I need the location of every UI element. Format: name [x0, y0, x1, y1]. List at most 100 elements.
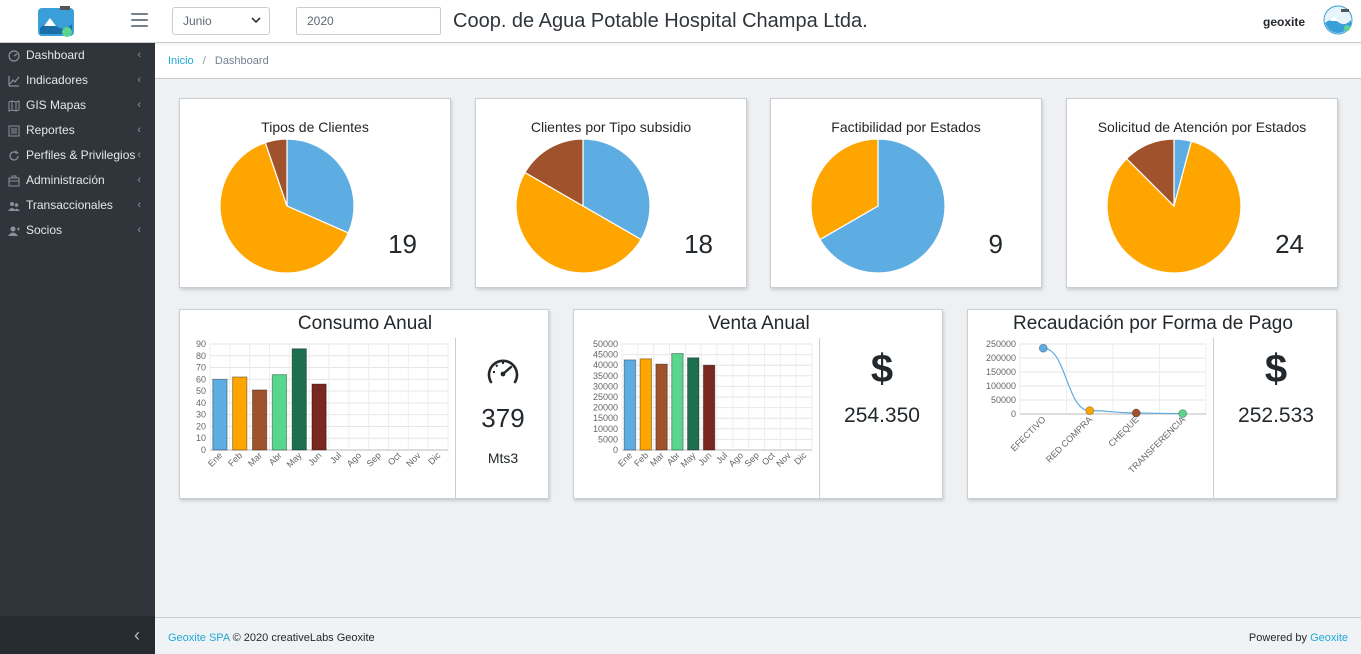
year-input[interactable] — [296, 7, 441, 35]
x-tick-label: Sep — [743, 450, 761, 468]
chevron-left-icon: ‹ — [137, 74, 141, 86]
y-tick-label: 100000 — [986, 381, 1016, 391]
users-icon — [8, 202, 20, 211]
y-tick-label: 50 — [196, 386, 206, 396]
bar[interactable] — [639, 358, 652, 451]
sidebar-item-label: Transaccionales — [26, 198, 113, 212]
footer-right: Powered by Geoxite — [1249, 632, 1348, 644]
y-tick-label: 10000 — [593, 424, 618, 434]
consumo-anual-card: Consumo Anual 0 10 20 30 40 50 60 70 80 90 Ene Feb M… — [179, 309, 549, 499]
user-name[interactable]: geoxite — [1262, 15, 1305, 29]
card-title: Tipos de Clientes — [261, 119, 369, 135]
bar[interactable] — [212, 378, 228, 451]
x-tick-label: Jun — [696, 450, 713, 467]
pie-slice[interactable] — [1125, 138, 1175, 208]
sidebar-item-reportes[interactable]: Reportes ‹ — [0, 118, 155, 143]
bar[interactable] — [655, 363, 668, 451]
sidebar-toggle-button[interactable] — [131, 13, 148, 27]
speedometer-icon — [8, 50, 20, 62]
pie-slice[interactable] — [819, 138, 946, 274]
pie-chart[interactable] — [217, 136, 357, 276]
list-icon — [8, 125, 20, 137]
pie-slice[interactable] — [264, 138, 288, 207]
data-point[interactable] — [1085, 406, 1095, 416]
pie-slice[interactable] — [810, 138, 879, 241]
refresh-icon — [9, 150, 19, 161]
y-tick-label: 50000 — [991, 395, 1016, 405]
data-point[interactable] — [1131, 408, 1141, 418]
breadcrumb-separator: / — [202, 55, 206, 67]
bar[interactable] — [251, 389, 268, 451]
x-tick-label: Feb — [226, 450, 244, 468]
pie-card-solicitud-atencion: Solicitud de Atención por Estados 24 — [1066, 98, 1338, 288]
sidebar-item-administracion[interactable]: Administración ‹ — [0, 168, 155, 193]
y-tick-label: 15000 — [593, 413, 618, 423]
pie-card-factibilidad: Factibilidad por Estados 9 — [770, 98, 1042, 288]
pie-slice[interactable] — [582, 138, 651, 241]
chevron-left-icon: ‹ — [137, 49, 141, 61]
footer-copyright: © 2020 creativeLabs Geoxite — [232, 632, 375, 644]
bar[interactable] — [271, 374, 288, 451]
y-tick-label: 90 — [196, 339, 206, 349]
bar[interactable] — [311, 383, 327, 451]
x-tick-label: Sep — [365, 450, 383, 468]
pie-slice[interactable] — [1106, 140, 1242, 274]
pie-chart[interactable] — [513, 136, 653, 276]
y-tick-label: 50000 — [593, 339, 618, 349]
bar[interactable] — [687, 357, 700, 451]
y-tick-label: 5000 — [598, 434, 618, 444]
card-title: Consumo Anual — [297, 313, 433, 334]
card-title: Clientes por Tipo subsidio — [530, 119, 692, 135]
avatar[interactable] — [1323, 5, 1353, 35]
footer-company-link[interactable]: Geoxite SPA — [168, 632, 230, 644]
data-point[interactable] — [1178, 409, 1188, 419]
pie-slice[interactable] — [515, 171, 642, 274]
y-tick-label: 10 — [196, 433, 206, 443]
sidebar-item-label: Administración — [26, 173, 105, 187]
venta-bar-chart[interactable]: 0500010000150002000025000300003500040000… — [576, 338, 818, 498]
sidebar-item-transaccionales[interactable]: Transaccionales ‹ — [0, 193, 155, 218]
venta-total: 254.350 — [844, 404, 920, 427]
pie-card-clientes-subsidio: Clientes por Tipo subsidio 18 — [475, 98, 747, 288]
pie-slice[interactable] — [524, 138, 584, 208]
x-tick-label: Nov — [404, 450, 423, 469]
x-tick-label: Jul — [328, 450, 343, 465]
brand-logo[interactable] — [36, 4, 76, 38]
x-tick-label: Oct — [760, 450, 777, 467]
sidebar-item-perfiles[interactable]: Perfiles & Privilegios ‹ — [0, 143, 155, 168]
bar[interactable] — [702, 364, 716, 451]
sidebar-item-gis-mapas[interactable]: GIS Mapas ‹ — [0, 93, 155, 118]
bar[interactable] — [623, 359, 637, 451]
pie-slice[interactable] — [219, 141, 350, 274]
chevron-left-icon: ‹ — [137, 199, 141, 211]
x-tick-label: Mar — [648, 450, 666, 468]
pie-slice[interactable] — [286, 138, 355, 234]
user-icon — [8, 226, 20, 236]
x-tick-label: Ago — [727, 450, 745, 468]
x-tick-label: Nov — [774, 450, 793, 469]
sidebar-item-indicadores[interactable]: Indicadores ‹ — [0, 68, 155, 93]
breadcrumb-home-link[interactable]: Inicio — [168, 55, 194, 67]
data-point[interactable] — [1038, 343, 1048, 353]
pie-chart[interactable] — [1104, 136, 1244, 276]
y-tick-label: 0 — [201, 445, 206, 455]
sidebar-minimize-button[interactable]: ‹ — [134, 625, 140, 645]
y-tick-label: 0 — [1011, 409, 1016, 419]
sidebar-item-dashboard[interactable]: Dashboard ‹ — [0, 43, 155, 68]
bar[interactable] — [291, 348, 307, 451]
bar[interactable] — [232, 376, 248, 451]
bar[interactable] — [671, 353, 684, 451]
card-divider — [1213, 338, 1214, 499]
footer-powered-text: Powered by — [1248, 632, 1308, 644]
footer-powered-link[interactable]: Geoxite — [1310, 632, 1348, 644]
sidebar-item-label: Perfiles & Privilegios — [26, 148, 136, 162]
card-title: Factibilidad por Estados — [831, 119, 981, 135]
recaudacion-card: Recaudación por Forma de Pago 0 50000 1000… — [967, 309, 1337, 499]
recaudacion-line-chart[interactable]: 0 50000 100000 150000 200000 250000 EFECTIVORE… — [970, 338, 1212, 498]
sidebar-item-socios[interactable]: Socios ‹ — [0, 218, 155, 243]
month-select[interactable]: Junio — [172, 7, 270, 35]
pie-chart[interactable] — [808, 136, 948, 276]
x-tick-label: Ene — [206, 450, 224, 468]
sidebar: Dashboard ‹ Indicadores ‹ GIS Mapas ‹ Re… — [0, 43, 155, 654]
